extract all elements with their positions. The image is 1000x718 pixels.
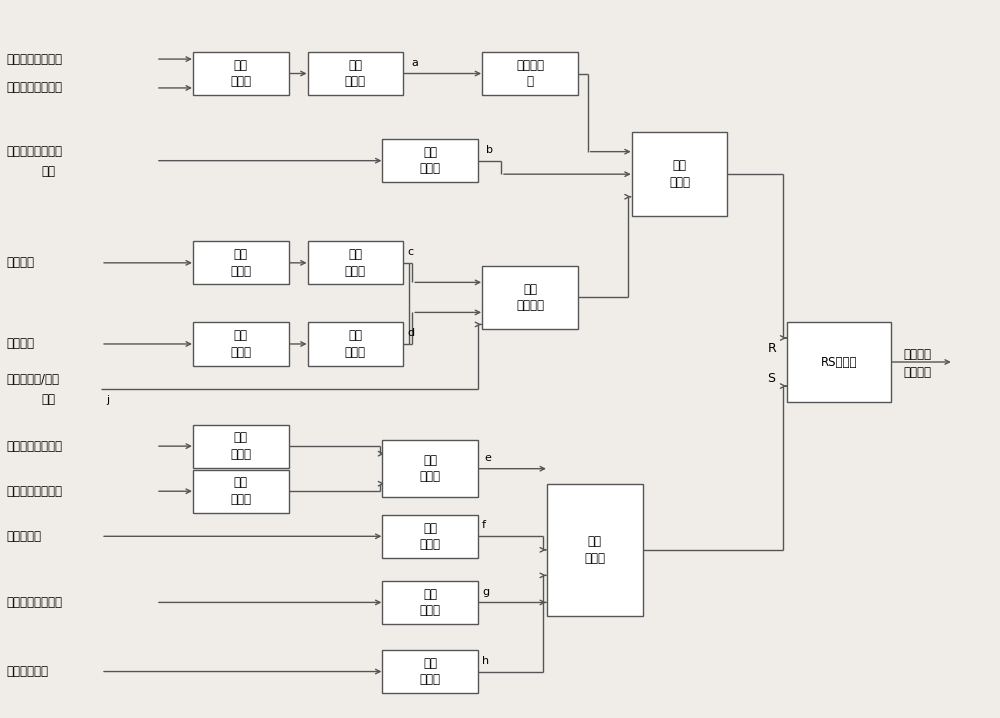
FancyBboxPatch shape bbox=[308, 322, 403, 365]
FancyBboxPatch shape bbox=[547, 484, 643, 615]
Text: 第九
判断块: 第九 判断块 bbox=[420, 657, 441, 686]
Text: S: S bbox=[767, 373, 775, 386]
Text: 第一
与非门块: 第一 与非门块 bbox=[516, 283, 544, 312]
Text: 第一非门
块: 第一非门 块 bbox=[516, 59, 544, 88]
Text: c: c bbox=[407, 247, 413, 257]
FancyBboxPatch shape bbox=[193, 424, 289, 468]
FancyBboxPatch shape bbox=[382, 581, 478, 624]
Text: 第六
判断块: 第六 判断块 bbox=[230, 477, 251, 506]
Text: j: j bbox=[106, 395, 109, 405]
FancyBboxPatch shape bbox=[382, 650, 478, 693]
Text: 凝汽器水位值: 凝汽器水位值 bbox=[6, 665, 48, 678]
FancyBboxPatch shape bbox=[632, 132, 727, 216]
Text: 热量信号: 热量信号 bbox=[6, 337, 34, 350]
Text: 除氧器水位上限值: 除氧器水位上限值 bbox=[6, 439, 62, 452]
Text: 节流控制功率增量: 节流控制功率增量 bbox=[6, 144, 62, 157]
Text: a: a bbox=[411, 57, 418, 67]
FancyBboxPatch shape bbox=[193, 241, 289, 284]
Text: 第一
差值块: 第一 差值块 bbox=[230, 59, 251, 88]
Text: b: b bbox=[486, 145, 493, 155]
Text: 第二
微分块: 第二 微分块 bbox=[230, 330, 251, 359]
Text: 第二
与门块: 第二 与门块 bbox=[420, 454, 441, 483]
Text: R: R bbox=[767, 342, 776, 355]
Text: 节流调节: 节流调节 bbox=[904, 348, 932, 361]
Text: 第一
微分块: 第一 微分块 bbox=[230, 248, 251, 278]
Text: d: d bbox=[407, 328, 414, 338]
Text: 凝结水流量: 凝结水流量 bbox=[6, 530, 41, 543]
Text: 第五
判断块: 第五 判断块 bbox=[230, 432, 251, 461]
FancyBboxPatch shape bbox=[193, 470, 289, 513]
FancyBboxPatch shape bbox=[382, 515, 478, 558]
FancyBboxPatch shape bbox=[482, 266, 578, 329]
Text: 第一
判断块: 第一 判断块 bbox=[345, 59, 366, 88]
FancyBboxPatch shape bbox=[382, 440, 478, 497]
FancyBboxPatch shape bbox=[193, 52, 289, 95]
Text: 第七
判断块: 第七 判断块 bbox=[420, 521, 441, 551]
Text: 第一
或门块: 第一 或门块 bbox=[584, 535, 605, 564]
Text: 第四
判断块: 第四 判断块 bbox=[345, 330, 366, 359]
Text: 除氧器水位当前值: 除氧器水位当前值 bbox=[6, 52, 62, 65]
Text: 水位控制手/自动: 水位控制手/自动 bbox=[6, 373, 59, 386]
FancyBboxPatch shape bbox=[308, 52, 403, 95]
Text: RS触发器: RS触发器 bbox=[821, 355, 857, 368]
Text: 第八
判断块: 第八 判断块 bbox=[420, 587, 441, 617]
Text: 第三
判断块: 第三 判断块 bbox=[345, 248, 366, 278]
FancyBboxPatch shape bbox=[787, 322, 891, 402]
FancyBboxPatch shape bbox=[482, 52, 578, 95]
Text: 除氧器水位下限值: 除氧器水位下限值 bbox=[6, 485, 62, 498]
Text: 凝结水泵出口压力: 凝结水泵出口压力 bbox=[6, 596, 62, 609]
Text: g: g bbox=[482, 587, 489, 597]
Text: e: e bbox=[484, 453, 491, 463]
Text: 状态: 状态 bbox=[41, 393, 55, 406]
Text: 机组功率: 机组功率 bbox=[6, 256, 34, 269]
Text: h: h bbox=[482, 656, 489, 666]
FancyBboxPatch shape bbox=[382, 139, 478, 182]
Text: 第一
与门块: 第一 与门块 bbox=[669, 159, 690, 189]
Text: f: f bbox=[482, 521, 486, 531]
Text: 触发信号: 触发信号 bbox=[904, 366, 932, 379]
FancyBboxPatch shape bbox=[193, 322, 289, 365]
Text: 指令: 指令 bbox=[41, 165, 55, 178]
Text: 第二
判断块: 第二 判断块 bbox=[420, 146, 441, 175]
Text: 除氧器水位设定值: 除氧器水位设定值 bbox=[6, 81, 62, 95]
FancyBboxPatch shape bbox=[308, 241, 403, 284]
